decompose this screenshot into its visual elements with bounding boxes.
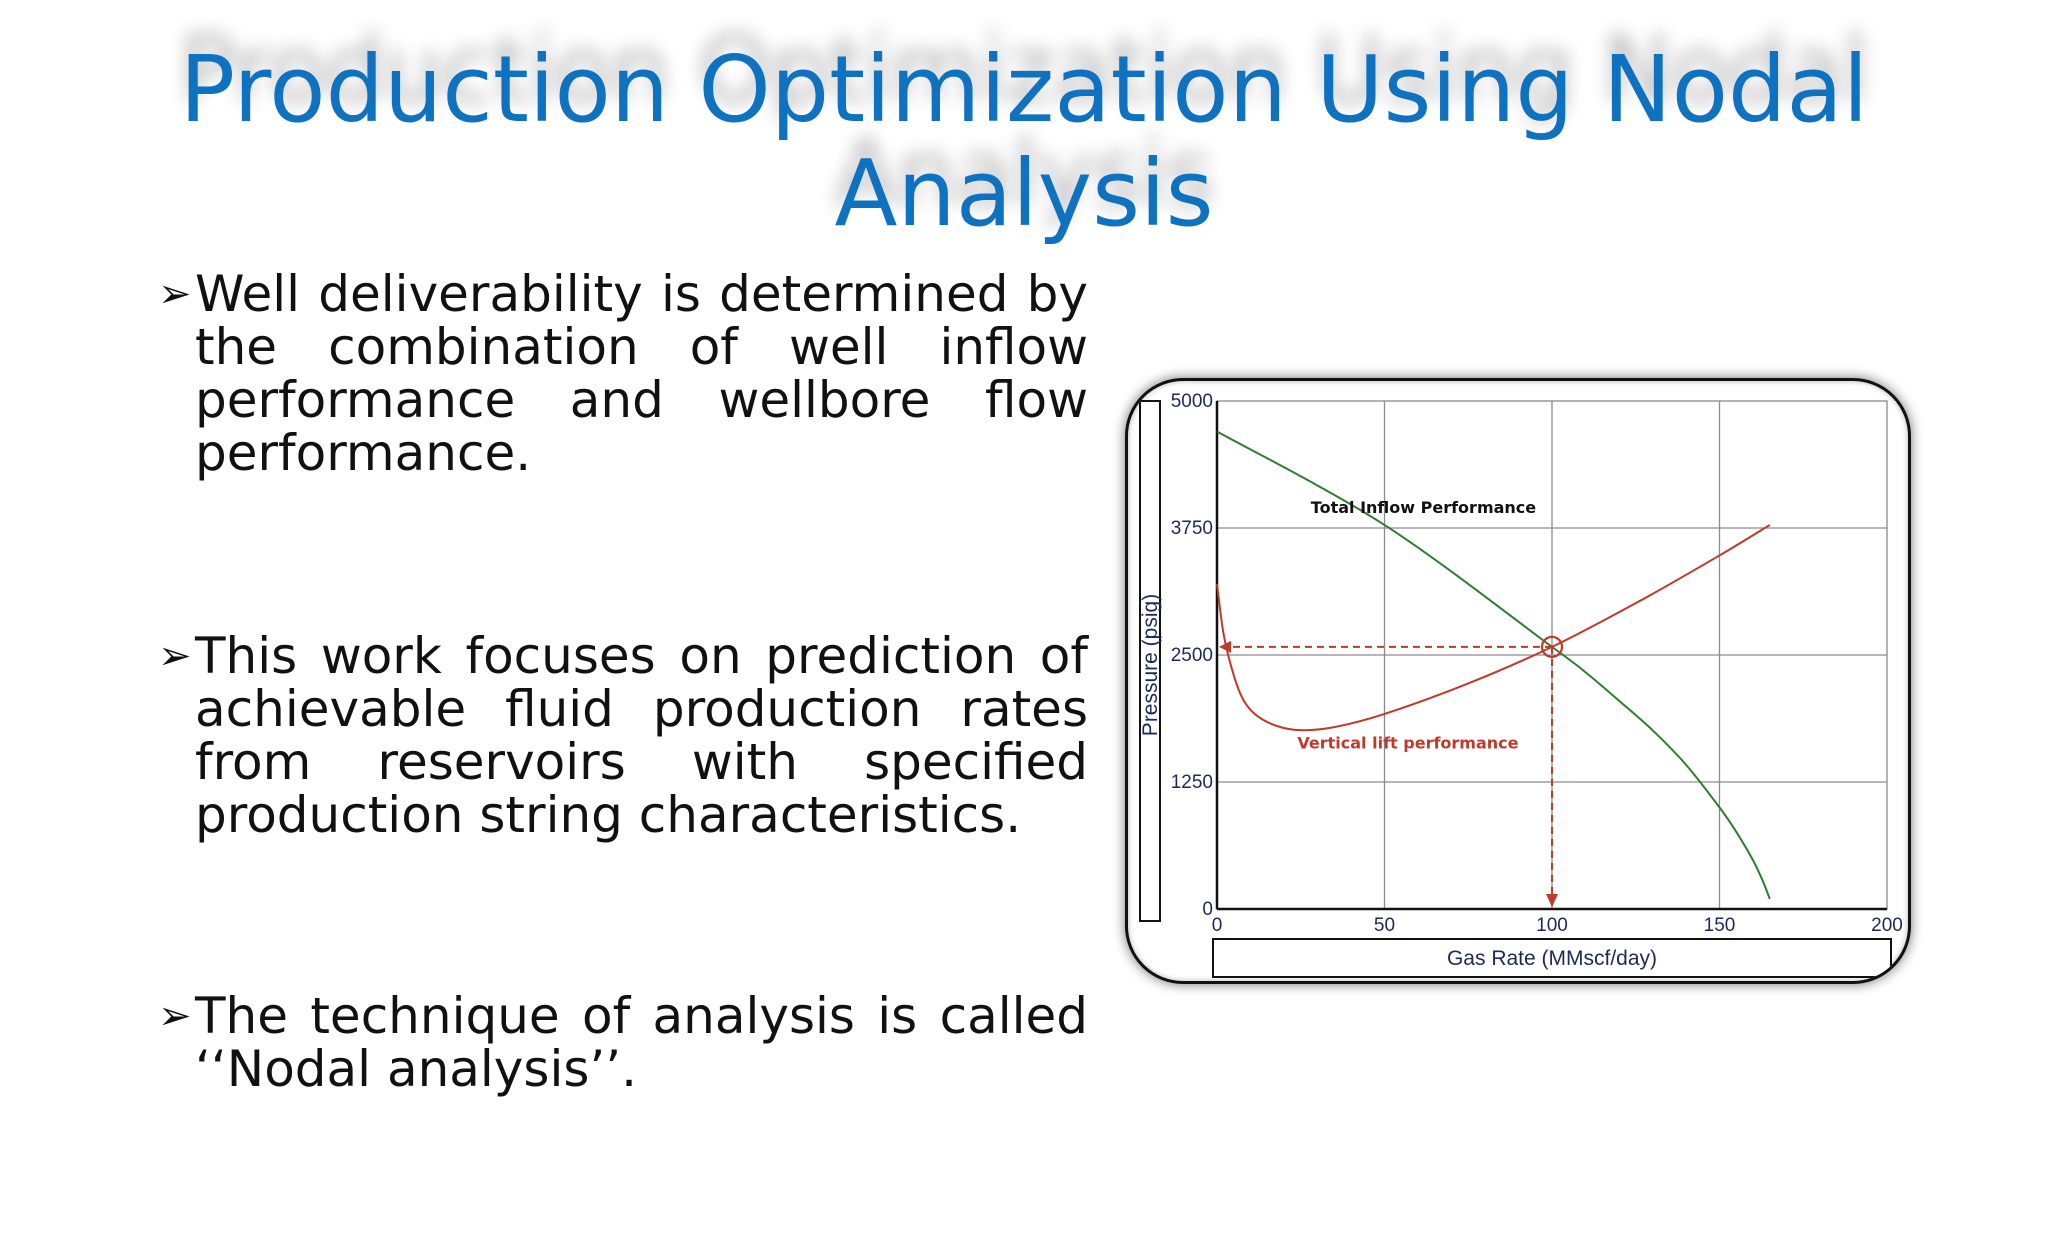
arrow-bullet-icon: ➢ — [158, 271, 192, 317]
y-axis-label: Pressure (psig) — [1139, 594, 1162, 736]
x-tick-label: 150 — [1704, 915, 1736, 936]
arrow-bullet-icon: ➢ — [158, 993, 192, 1039]
y-tick-label: 1250 — [1171, 772, 1213, 793]
vertical-lift-line — [1216, 524, 1771, 732]
bullet-text: Well deliverability is determined by the… — [195, 265, 1088, 482]
x-tick-label: 50 — [1374, 915, 1395, 936]
chart-svg: 0 50 100 150 200 0 1250 2500 3750 5000 Gas Rate (M… — [1139, 391, 1903, 978]
x-axis-label: Gas Rate (MMscf/day) — [1447, 947, 1657, 970]
y-axis-label-frame — [1139, 400, 1161, 922]
y-tick-label: 2500 — [1171, 645, 1213, 666]
operating-point-marker — [1540, 635, 1564, 658]
bullet-list: ➢Well deliverability is determined by th… — [158, 268, 1088, 1246]
inflow-performance-line — [1216, 430, 1771, 900]
y-tick-label: 0 — [1202, 899, 1213, 920]
y-tick-label: 3750 — [1171, 518, 1213, 539]
x-tick-label: 200 — [1871, 915, 1903, 936]
title-area: Production Optimization Using Nodal Anal… — [0, 38, 2048, 246]
slide-title: Production Optimization Using Nodal Anal… — [179, 36, 1869, 247]
title-shadow: Production Optimization Using Nodal Anal… — [179, 16, 1869, 227]
series-label-inflow: Total Inflow Performance — [1311, 498, 1536, 517]
x-axis-label-frame — [1212, 938, 1892, 978]
y-tick-label: 5000 — [1171, 391, 1213, 412]
bullet-item: ➢The technique of analysis is called ‘‘N… — [158, 990, 1088, 1096]
bullet-text: The technique of analysis is called ‘‘No… — [195, 987, 1088, 1098]
bullet-item: ➢This work focuses on prediction of achi… — [158, 630, 1088, 842]
bullet-text: This work focuses on prediction of achie… — [195, 627, 1088, 844]
bullet-item: ➢Well deliverability is determined by th… — [158, 268, 1088, 480]
x-tick-label: 100 — [1536, 915, 1568, 936]
arrowhead-pressure-icon — [1219, 640, 1231, 653]
arrowhead-rate-icon — [1546, 894, 1558, 907]
series-label-vertical-lift: Vertical lift performance — [1297, 733, 1518, 752]
arrow-bullet-icon: ➢ — [158, 633, 192, 679]
x-tick-label: 0 — [1212, 915, 1223, 936]
nodal-analysis-chart: 0 50 100 150 200 0 1250 2500 3750 5000 Gas Rate (M… — [1125, 378, 1911, 984]
